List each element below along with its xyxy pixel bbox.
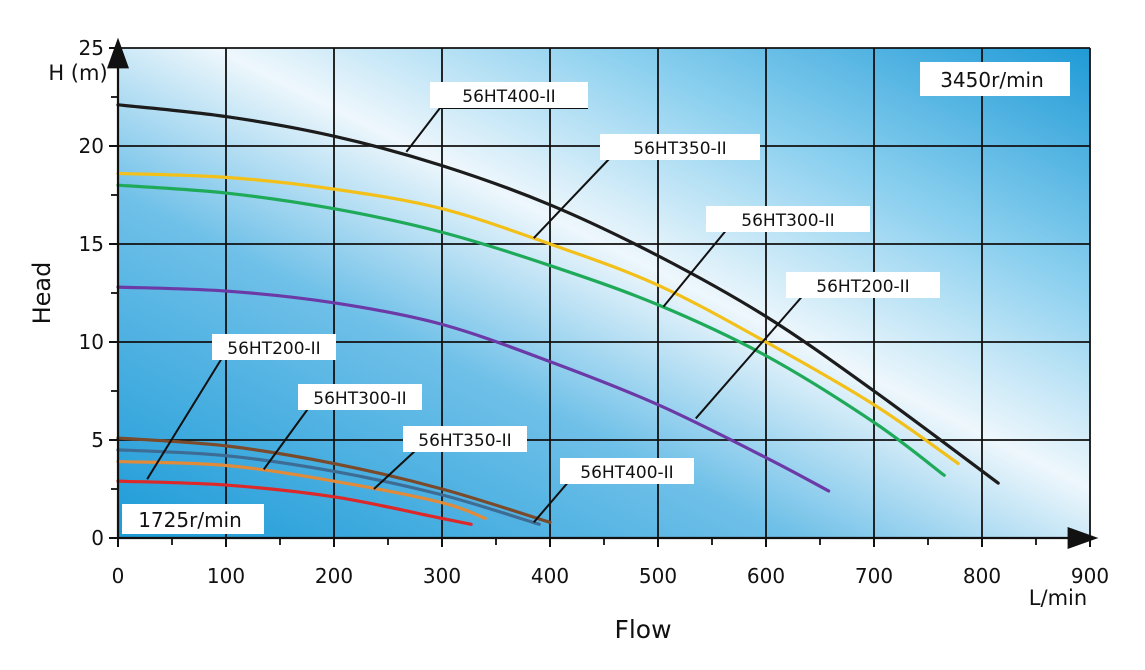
- callout-box: [786, 272, 940, 298]
- y-tick-label: 10: [79, 330, 104, 354]
- series-line-56ht300-ii-high-speed: [116, 183, 946, 477]
- callout-leader: [373, 449, 417, 490]
- callout-56ht400-ii-high-speed: 56HT400-II: [405, 82, 588, 153]
- callout-leader: [533, 157, 611, 239]
- callout-label: 56HT400-II: [580, 463, 673, 483]
- callout-56ht300-ii-low-speed: 56HT300-II: [262, 384, 422, 470]
- y-axis-title: Head: [28, 262, 56, 325]
- x-tick-label: 700: [855, 564, 893, 588]
- callout-box: [706, 206, 870, 232]
- x-unit-label: L/min: [1029, 586, 1087, 610]
- callout-layer: 56HT400-II 56HT350-II 56HT300-II 56HT200-II…: [146, 82, 940, 523]
- callout-label: 56HT300-II: [313, 389, 406, 409]
- callout-56ht300-ii-high-speed: 56HT300-II: [662, 206, 870, 308]
- callout-label: 56HT200-II: [816, 277, 909, 297]
- y-tick-label: 25: [79, 36, 104, 60]
- x-tick-label: 0: [112, 564, 125, 588]
- speed-label-3450-text: 3450r/min: [940, 68, 1044, 92]
- series-line-56ht300-ii-low-speed: [116, 459, 487, 520]
- series-line-56ht400-ii-high-speed: [116, 103, 1000, 485]
- x-tick-label: 500: [639, 564, 677, 588]
- callout-56ht200-ii-low-speed: 56HT200-II: [146, 334, 336, 480]
- y-tick-label: 5: [91, 428, 104, 452]
- callout-box: [430, 82, 588, 108]
- callout-56ht400-ii-low-speed: 56HT400-II: [533, 458, 694, 523]
- x-tick-label: 900: [1071, 564, 1109, 588]
- speed-label-1725-box: [122, 504, 264, 534]
- callout-leader: [262, 405, 311, 470]
- y-tick-label: 0: [91, 526, 104, 550]
- axes: [107, 37, 1099, 549]
- x-tick-label: 800: [963, 564, 1001, 588]
- callout-box: [298, 384, 422, 410]
- x-tick-label: 400: [531, 564, 569, 588]
- callout-leader: [405, 107, 441, 153]
- callout-label: 56HT350-II: [633, 139, 726, 159]
- callout-box: [403, 426, 527, 452]
- callout-leader: [146, 357, 223, 480]
- callout-label: 56HT350-II: [418, 431, 511, 451]
- x-tick-label: 200: [315, 564, 353, 588]
- callout-box: [600, 134, 760, 160]
- callout-label: 56HT300-II: [741, 211, 834, 231]
- callout-56ht200-ii-high-speed: 56HT200-II: [695, 272, 940, 420]
- callout-leader: [662, 227, 729, 308]
- series-line-56ht350-ii-low-speed: [116, 448, 541, 526]
- y-tick-label: 15: [79, 232, 104, 256]
- speed-label-3450: 3450r/min: [920, 62, 1070, 96]
- series-line-56ht200-ii-high-speed: [116, 285, 831, 493]
- series-line-56ht400-ii-low-speed: [116, 436, 552, 524]
- callout-box: [560, 458, 694, 484]
- y-tick-label: 20: [79, 134, 104, 158]
- series-line-56ht350-ii-high-speed: [116, 171, 960, 466]
- x-tick-label: 300: [423, 564, 461, 588]
- callout-label: 56HT200-II: [227, 339, 320, 359]
- callout-56ht350-ii-low-speed: 56HT350-II: [373, 426, 527, 490]
- x-tick-label: 600: [747, 564, 785, 588]
- callout-56ht350-ii-high-speed: 56HT350-II: [533, 134, 760, 239]
- x-tick-label: 100: [207, 564, 245, 588]
- x-axis-title: Flow: [614, 615, 671, 644]
- speed-label-3450-box: [920, 62, 1070, 96]
- callout-label: 56HT400-II: [462, 87, 555, 107]
- callout-leader: [533, 479, 571, 523]
- tick-labels: 0 100 200 300 400 500 600 700 800 900 0 5 10 15 20 25: [79, 36, 1110, 588]
- speed-label-1725-text: 1725r/min: [138, 508, 242, 532]
- callout-box: [212, 334, 336, 360]
- y-unit-label: H (m): [48, 61, 107, 85]
- speed-label-1725: 1725r/min: [122, 504, 264, 534]
- series-line-56ht200-ii-low-speed: [116, 479, 473, 526]
- callout-leader: [695, 291, 807, 420]
- series-layer: [116, 103, 1000, 526]
